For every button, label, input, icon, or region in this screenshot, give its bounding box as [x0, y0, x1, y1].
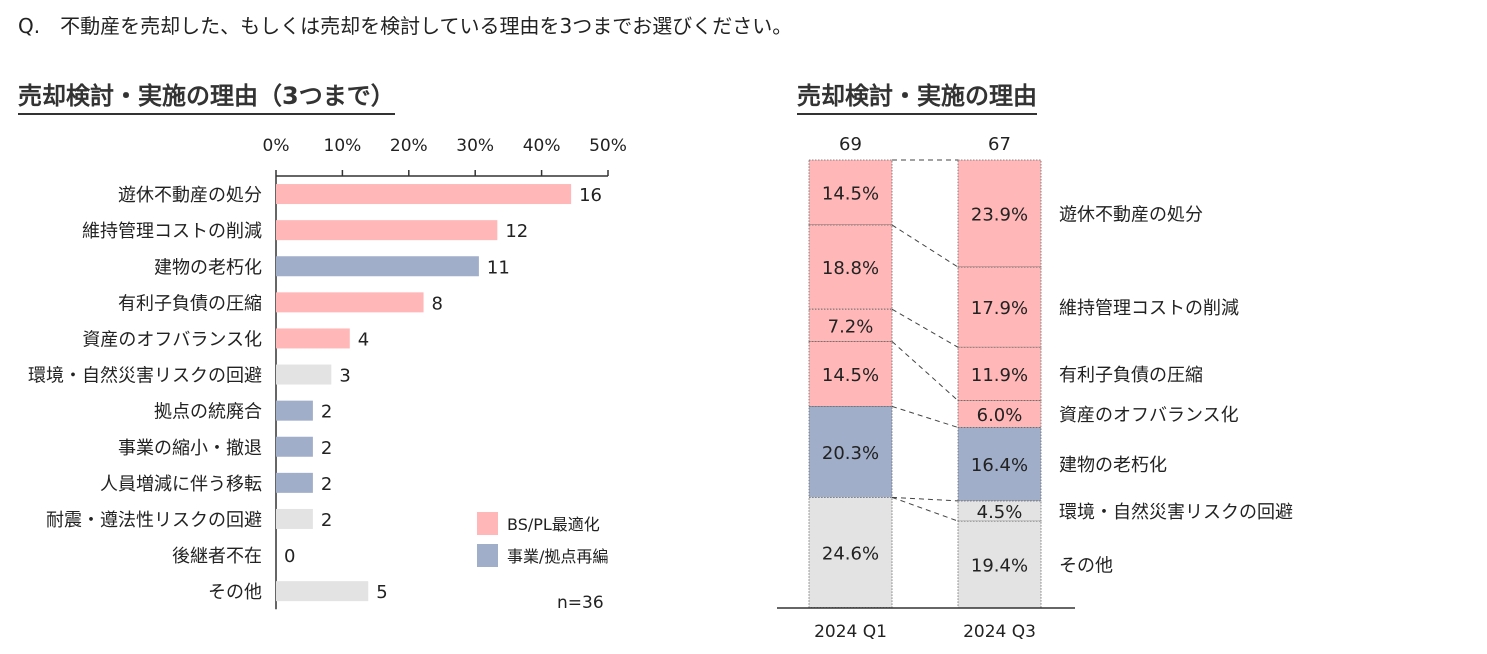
- category-label: 有利子負債の圧縮: [118, 293, 262, 314]
- bar: [276, 436, 313, 457]
- stacked-segment: [957, 266, 1042, 348]
- segment-label: 7.2%: [828, 316, 874, 337]
- series-label: 維持管理コストの削減: [1059, 298, 1239, 319]
- category-label: 拠点の統廃合: [154, 402, 262, 423]
- column-total-label: 69: [839, 134, 862, 155]
- x-tick-label: 40%: [523, 136, 561, 156]
- connector-line: [891, 308, 959, 348]
- data-label: 5: [376, 582, 387, 603]
- series-label: 資産のオフバランス化: [1059, 405, 1239, 426]
- category-label: 建物の老朽化: [154, 257, 262, 278]
- segment-label: 11.9%: [971, 365, 1028, 386]
- bar: [276, 328, 350, 349]
- x-tick-label: 0%: [263, 136, 290, 156]
- connector-line: [891, 341, 959, 401]
- category-label: 維持管理コストの削減: [82, 221, 262, 242]
- stacked-segment: [808, 159, 893, 226]
- data-label: 2: [321, 474, 332, 495]
- n-label: n=36: [557, 593, 604, 613]
- segment-label: 19.4%: [971, 556, 1028, 577]
- stacked-segment: [957, 400, 1042, 428]
- stacked-segment: [808, 308, 893, 342]
- bar: [276, 220, 498, 241]
- segment-label: 18.8%: [822, 258, 879, 279]
- bar: [276, 508, 313, 529]
- bar: [276, 184, 572, 205]
- bar: [276, 472, 313, 493]
- bar: [276, 364, 332, 385]
- x-tick-label: 30%: [456, 136, 494, 156]
- segment-label: 4.5%: [977, 502, 1023, 523]
- bar: [276, 581, 369, 602]
- data-label: 2: [321, 510, 332, 531]
- data-label: 12: [505, 221, 528, 242]
- bar: [276, 400, 313, 421]
- connector-line: [891, 405, 959, 428]
- segment-label: 23.9%: [971, 205, 1028, 226]
- x-tick-label: 50%: [589, 136, 627, 156]
- series-label: 遊休不動産の処分: [1059, 205, 1203, 226]
- category-label: 事業の縮小・撤退: [118, 438, 262, 459]
- legend-label: BS/PL最適化: [507, 515, 600, 534]
- segment-label: 24.6%: [822, 543, 879, 564]
- legend-swatch: [477, 512, 498, 535]
- x-tick-label: 20%: [390, 136, 428, 156]
- data-label: 16: [579, 185, 602, 206]
- data-label: 8: [432, 293, 443, 314]
- category-label: 耐震・遵法性リスクの回避: [46, 510, 262, 531]
- category-label: 遊休不動産の処分: [118, 185, 262, 206]
- segment-label: 14.5%: [822, 183, 879, 204]
- stacked-segment: [957, 346, 1042, 401]
- connector-line: [891, 224, 959, 268]
- stacked-segment: [808, 224, 893, 310]
- stacked-segment: [808, 341, 893, 407]
- series-label: 建物の老朽化: [1059, 455, 1167, 476]
- series-label: その他: [1059, 556, 1113, 577]
- chart-title-reasons-top3: 売却検討・実施の理由（3つまで）: [18, 76, 395, 115]
- category-label: その他: [208, 582, 262, 603]
- x-category-label: 2024 Q3: [963, 622, 1036, 642]
- horizontal-bar-chart: 0% 10% 20% 30% 40% 50% 遊休不動産の処分 16 維持管理コストの削減 12 建…: [28, 136, 627, 613]
- segment-label: 17.9%: [971, 298, 1028, 319]
- segment-label: 16.4%: [971, 455, 1028, 476]
- legend-label: 事業/拠点再編: [507, 547, 608, 566]
- x-tick-label: 10%: [324, 136, 362, 156]
- data-label: 0: [284, 546, 295, 567]
- category-label: 環境・自然災害リスクの回避: [28, 366, 262, 387]
- segment-label: 20.3%: [822, 443, 879, 464]
- category-label: 人員増減に伴う移転: [100, 474, 262, 495]
- category-label: 後継者不在: [172, 546, 262, 567]
- bar: [276, 292, 424, 313]
- data-label: 3: [339, 366, 350, 387]
- data-label: 4: [358, 329, 369, 350]
- stacked-segment: [808, 496, 893, 608]
- data-label: 2: [321, 402, 332, 423]
- data-label: 2: [321, 438, 332, 459]
- column-total-label: 67: [988, 134, 1011, 155]
- legend-swatch: [477, 544, 498, 567]
- bar: [276, 256, 479, 277]
- category-label: 資産のオフバランス化: [82, 329, 262, 350]
- x-category-label: 2024 Q1: [814, 622, 887, 642]
- series-label: 有利子負債の圧縮: [1059, 365, 1203, 386]
- connector-line: [891, 496, 959, 522]
- stacked-segment: [957, 159, 1042, 268]
- chart-title-reasons-stacked: 売却検討・実施の理由: [797, 76, 1037, 115]
- connector-line: [891, 496, 959, 502]
- segment-label: 6.0%: [977, 405, 1023, 426]
- stacked-segment: [808, 405, 893, 498]
- question-text: Q. 不動産を売却した、もしくは売却を検討している理由を3つまでお選びください。: [18, 14, 793, 38]
- series-label: 環境・自然災害リスクの回避: [1059, 502, 1293, 523]
- stacked-segment: [957, 520, 1042, 609]
- stacked-segment: [957, 427, 1042, 502]
- segment-label: 14.5%: [822, 365, 879, 386]
- data-label: 11: [487, 257, 510, 278]
